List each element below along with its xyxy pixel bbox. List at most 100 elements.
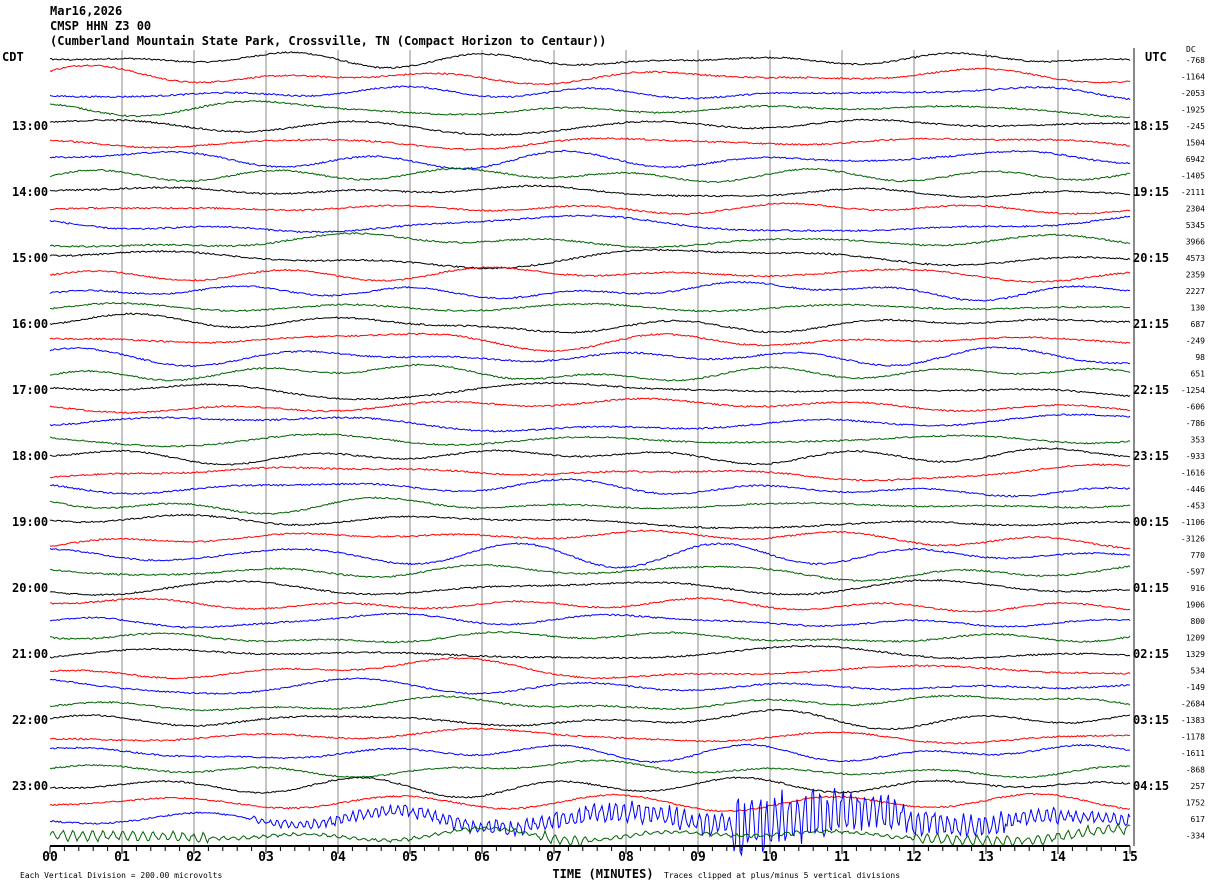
utc-hour-label: 04:15	[1133, 779, 1169, 793]
trace-line	[49, 776, 1131, 799]
trace-line	[49, 630, 1131, 644]
dc-offset-label: -768	[1186, 56, 1205, 65]
dc-offset-label: 130	[1191, 304, 1206, 313]
cdt-hour-label: 18:00	[12, 449, 48, 463]
trace-line	[49, 51, 1131, 70]
dc-offset-label: 2227	[1186, 287, 1205, 296]
cdt-hour-label: 20:00	[12, 581, 48, 595]
station-label: CMSP HHN Z3 00	[50, 19, 152, 33]
trace-line	[49, 644, 1131, 660]
trace-line	[49, 363, 1131, 382]
x-tick-label: 11	[834, 850, 850, 865]
dc-offset-label: -1254	[1181, 386, 1205, 395]
trace-line	[49, 232, 1131, 249]
trace-line	[50, 597, 1131, 613]
trace-line	[49, 64, 1131, 86]
trace-line	[49, 708, 1131, 731]
trace-line	[49, 759, 1131, 779]
trace-line	[49, 214, 1131, 234]
x-tick-label: 15	[1122, 850, 1138, 865]
dc-label: DC	[1186, 45, 1196, 54]
cdt-hour-label: 21:00	[12, 647, 48, 661]
trace-line	[49, 266, 1131, 284]
trace-line	[49, 85, 1131, 101]
x-axis-title: TIME (MINUTES)	[552, 867, 653, 881]
trace-line	[49, 612, 1131, 629]
dc-offset-label: -1383	[1181, 716, 1205, 725]
dc-offset-label: 6942	[1186, 155, 1205, 164]
dc-offset-label: -3126	[1181, 535, 1205, 544]
dc-offset-label: -1925	[1181, 106, 1205, 115]
trace-line	[49, 433, 1131, 448]
trace-line	[49, 280, 1131, 302]
trace-line	[49, 149, 1131, 170]
cdt-label: CDT	[2, 50, 24, 64]
dc-offset-label: 916	[1191, 584, 1206, 593]
cdt-hour-label: 19:00	[12, 515, 48, 529]
dc-offset-label: 4573	[1186, 254, 1205, 263]
utc-hour-label: 02:15	[1133, 647, 1169, 661]
trace-line	[49, 478, 1131, 498]
utc-hour-label: 23:15	[1133, 449, 1169, 463]
trace-line	[49, 332, 1131, 353]
utc-hour-label: 01:15	[1133, 581, 1169, 595]
trace-line	[49, 346, 1131, 368]
dc-offset-label: -2053	[1181, 89, 1205, 98]
trace-line	[49, 397, 1131, 415]
trace-line	[49, 677, 1130, 695]
cdt-hour-label: 17:00	[12, 383, 48, 397]
x-tick-label: 04	[330, 850, 346, 865]
trace-line	[49, 100, 1131, 119]
trace-line	[49, 167, 1131, 184]
dc-offset-label: -868	[1186, 766, 1205, 775]
clip-note: Traces clipped at plus/minus 5 vertical …	[664, 871, 900, 880]
trace-line	[49, 529, 1131, 550]
trace-line	[49, 694, 1131, 712]
x-tick-label: 12	[906, 850, 922, 865]
utc-hour-label: 18:15	[1133, 119, 1169, 133]
utc-hour-label: 22:15	[1133, 383, 1169, 397]
dc-offset-label: -245	[1186, 122, 1205, 131]
trace-line	[49, 202, 1131, 216]
dc-offset-label: -933	[1186, 452, 1205, 461]
dc-offset-label: 2304	[1186, 205, 1205, 214]
x-tick-label: 13	[978, 850, 994, 865]
utc-hour-label: 19:15	[1133, 185, 1169, 199]
dc-offset-label: -334	[1186, 832, 1205, 841]
trace-line	[49, 381, 1131, 401]
dc-offset-label: 617	[1191, 815, 1206, 824]
cdt-hour-label: 15:00	[12, 251, 48, 265]
x-tick-label: 08	[618, 850, 634, 865]
date-label: Mar16,2026	[50, 4, 123, 18]
dc-offset-label: -786	[1186, 419, 1205, 428]
dc-offset-label: 98	[1195, 353, 1205, 362]
cdt-hour-label: 22:00	[12, 713, 48, 727]
utc-hour-label: 03:15	[1133, 713, 1169, 727]
dc-offset-label: 800	[1191, 617, 1206, 626]
utc-hour-label: 21:15	[1133, 317, 1169, 331]
trace-line	[49, 727, 1131, 745]
trace-line	[50, 657, 1131, 680]
trace-line	[49, 788, 1131, 857]
trace-line	[49, 302, 1131, 313]
dc-offset-label: -1106	[1181, 518, 1205, 527]
dc-offset-label: -1178	[1181, 733, 1205, 742]
x-tick-label: 05	[402, 850, 418, 865]
trace-line	[49, 563, 1131, 582]
dc-offset-label: 1752	[1186, 799, 1205, 808]
x-tick-label: 03	[258, 850, 274, 865]
trace-line	[49, 463, 1131, 482]
dc-offset-label: 353	[1191, 436, 1206, 445]
x-tick-label: 07	[546, 850, 562, 865]
dc-offset-label: -606	[1186, 403, 1205, 412]
dc-offset-label: 770	[1191, 551, 1206, 560]
utc-hour-label: 20:15	[1133, 251, 1169, 265]
dc-offset-label: 534	[1191, 667, 1206, 676]
x-tick-label: 06	[474, 850, 490, 865]
dc-offset-label: -249	[1186, 337, 1205, 346]
dc-offset-label: 3966	[1186, 238, 1205, 247]
cdt-hour-label: 23:00	[12, 779, 48, 793]
x-tick-label: 09	[690, 850, 706, 865]
utc-label: UTC	[1145, 50, 1167, 64]
